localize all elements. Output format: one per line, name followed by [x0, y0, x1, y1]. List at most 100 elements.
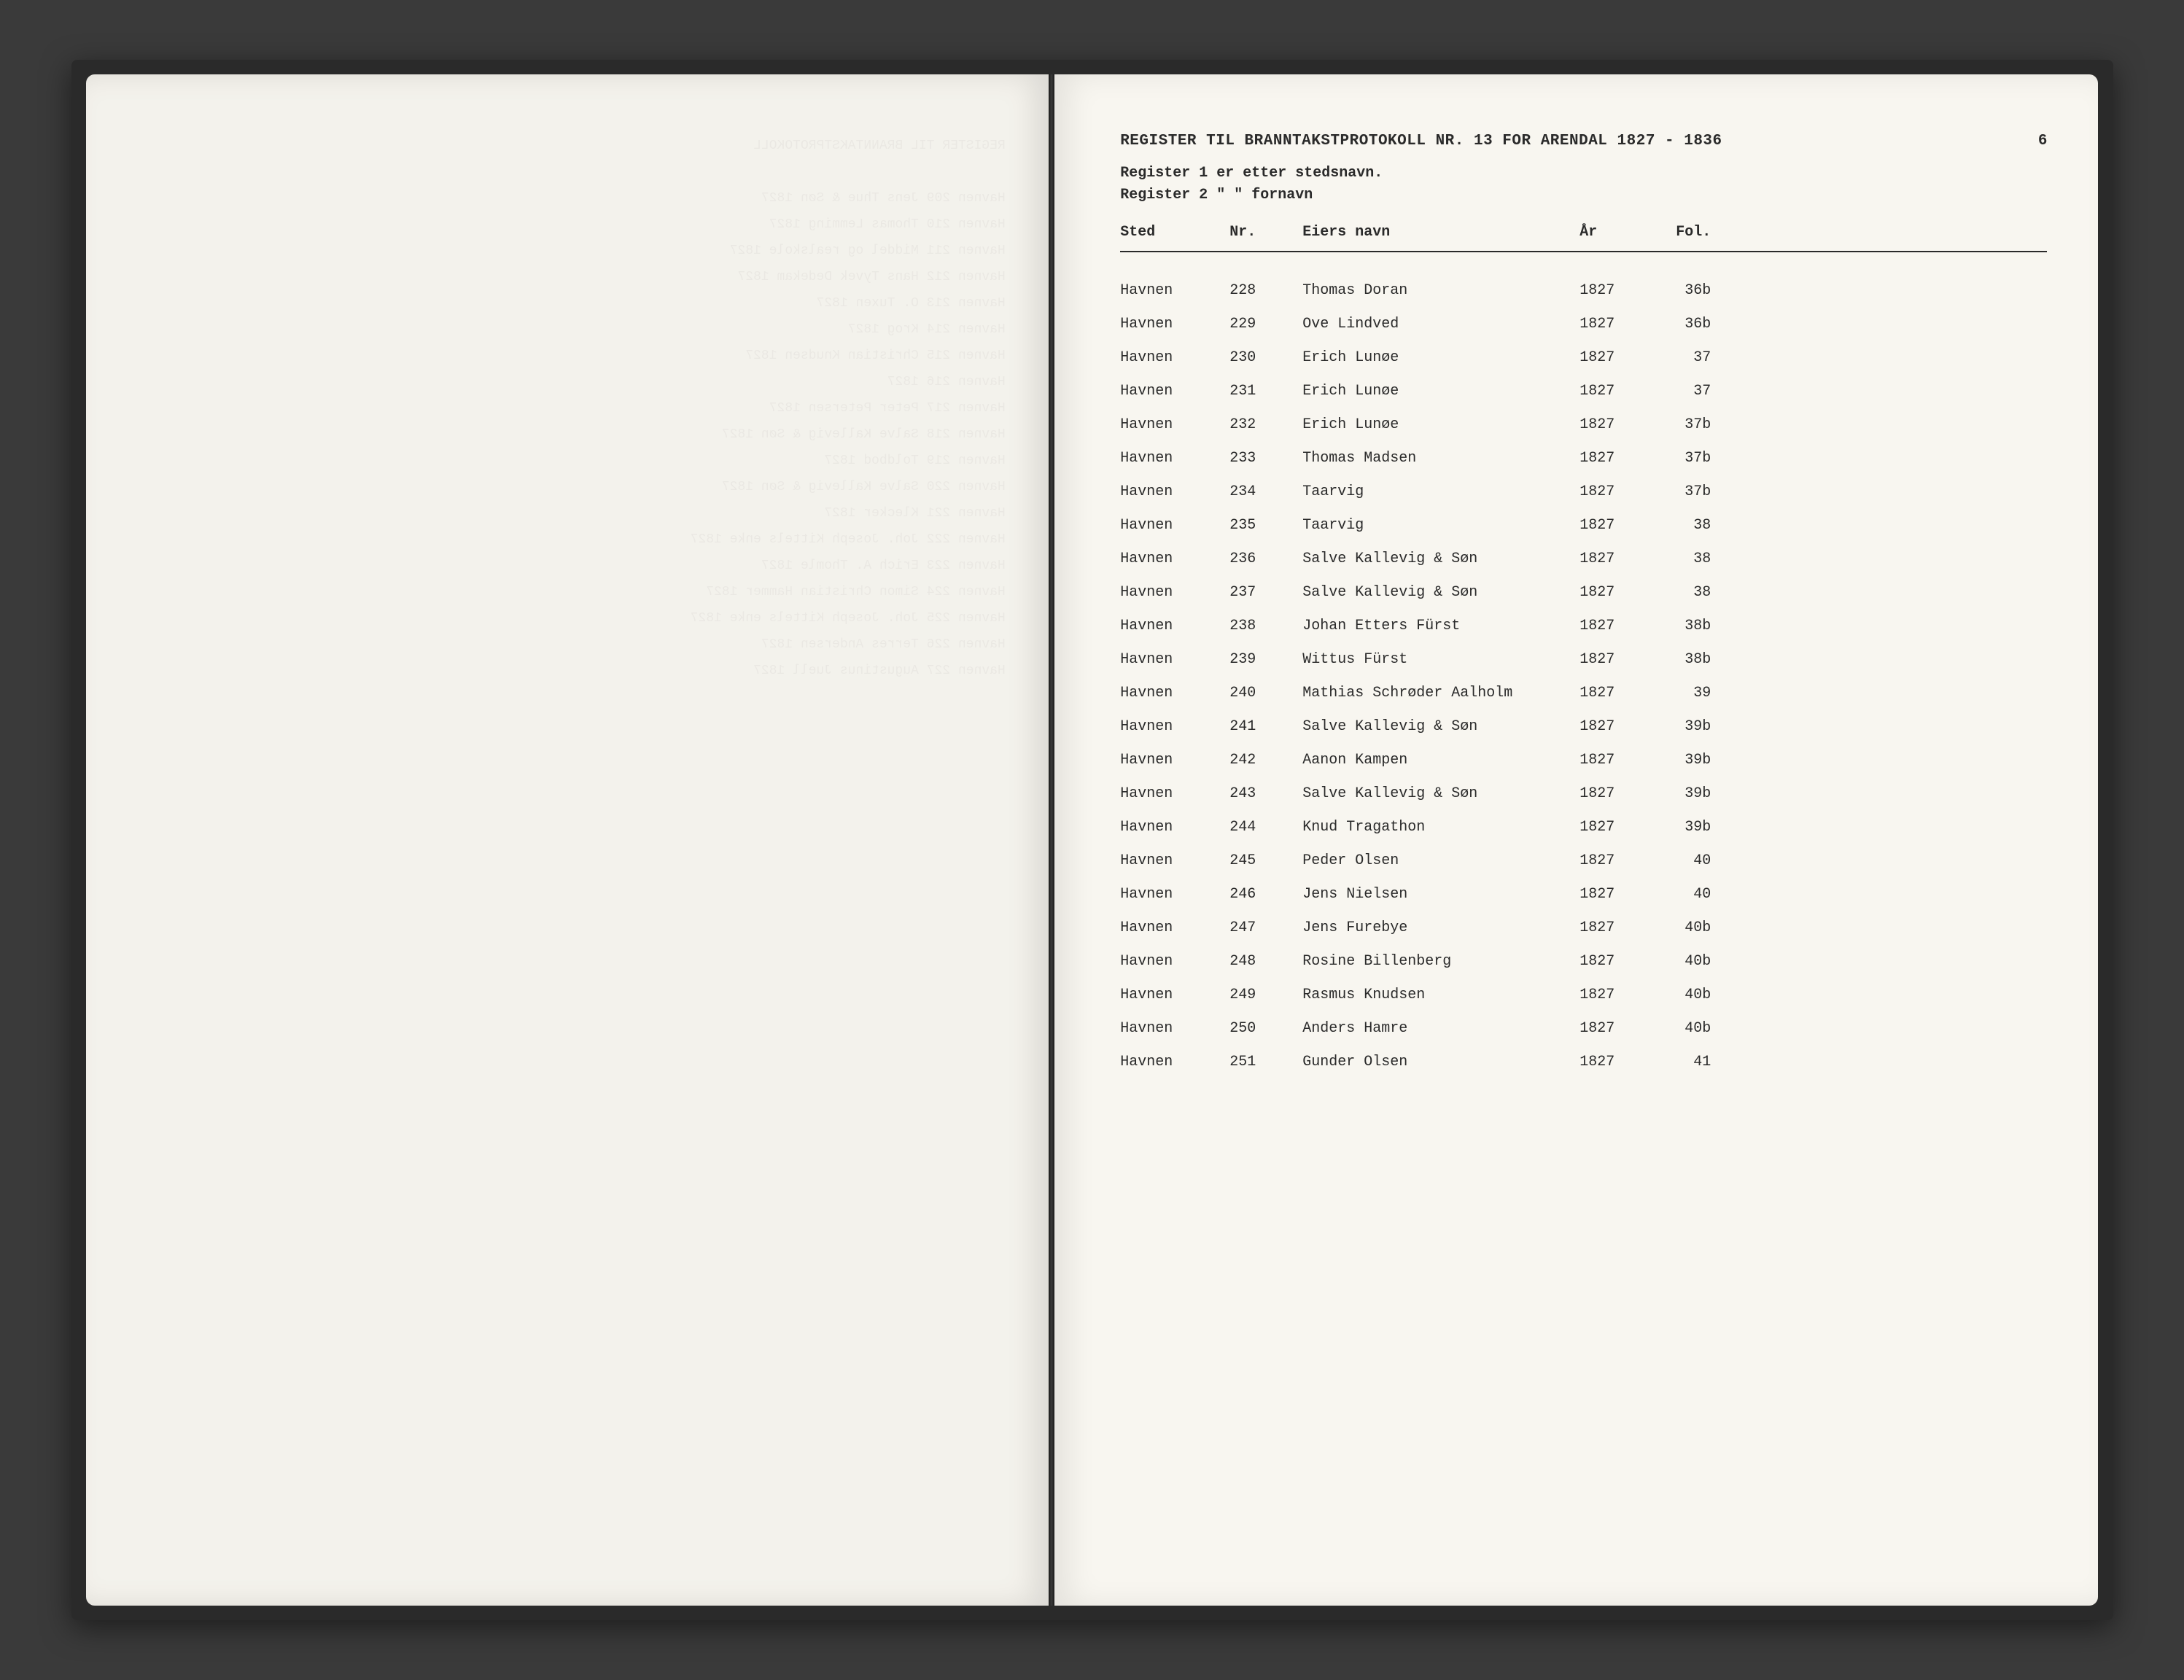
cell-aar: 1827 [1579, 616, 1652, 637]
cell-nr: 249 [1229, 985, 1302, 1006]
table-row: Havnen241Salve Kallevig & Søn182739b [1120, 710, 2047, 744]
cell-fol: 37 [1652, 348, 1711, 368]
cell-sted: Havnen [1120, 918, 1229, 938]
cell-navn: Erich Lunøe [1302, 381, 1579, 402]
cell-navn: Thomas Doran [1302, 281, 1579, 301]
table-row: Havnen242Aanon Kampen182739b [1120, 744, 2047, 777]
subtitle-block: Register 1 er etter stedsnavn. Register … [1120, 163, 2047, 206]
cell-navn: Johan Etters Fürst [1302, 616, 1579, 637]
cell-navn: Mathias Schrøder Aalholm [1302, 683, 1579, 704]
cell-aar: 1827 [1579, 549, 1652, 569]
book-container: REGISTER TIL BRANNTAKSTPROTOKOLL Havnen … [71, 60, 2113, 1620]
cell-fol: 37b [1652, 482, 1711, 502]
cell-nr: 228 [1229, 281, 1302, 301]
cell-aar: 1827 [1579, 1052, 1652, 1073]
cell-aar: 1827 [1579, 784, 1652, 804]
cell-fol: 37b [1652, 415, 1711, 435]
header-divider [1120, 251, 2047, 252]
table-row: Havnen228Thomas Doran182736b [1120, 274, 2047, 308]
cell-navn: Salve Kallevig & Søn [1302, 583, 1579, 603]
table-header-row: Sted Nr. Eiers navn År Fol. [1120, 224, 2047, 245]
cell-fol: 39b [1652, 817, 1711, 838]
cell-aar: 1827 [1579, 851, 1652, 871]
cell-sted: Havnen [1120, 650, 1229, 670]
cell-sted: Havnen [1120, 314, 1229, 335]
table-body: Havnen228Thomas Doran182736bHavnen229Ove… [1120, 274, 2047, 1079]
table-row: Havnen248Rosine Billenberg182740b [1120, 945, 2047, 979]
cell-fol: 39b [1652, 750, 1711, 771]
table-row: Havnen233Thomas Madsen182737b [1120, 442, 2047, 475]
cell-fol: 40b [1652, 952, 1711, 972]
cell-aar: 1827 [1579, 516, 1652, 536]
cell-aar: 1827 [1579, 381, 1652, 402]
cell-navn: Ove Lindved [1302, 314, 1579, 335]
cell-fol: 38 [1652, 516, 1711, 536]
cell-nr: 247 [1229, 918, 1302, 938]
cell-sted: Havnen [1120, 851, 1229, 871]
table-row: Havnen250Anders Hamre182740b [1120, 1012, 2047, 1046]
cell-fol: 40 [1652, 851, 1711, 871]
subtitle-line-1: Register 1 er etter stedsnavn. [1120, 163, 2047, 184]
cell-aar: 1827 [1579, 1019, 1652, 1039]
column-header-aar: År [1579, 224, 1652, 241]
cell-sted: Havnen [1120, 1019, 1229, 1039]
cell-sted: Havnen [1120, 583, 1229, 603]
cell-aar: 1827 [1579, 717, 1652, 737]
cell-navn: Taarvig [1302, 516, 1579, 536]
cell-navn: Anders Hamre [1302, 1019, 1579, 1039]
cell-sted: Havnen [1120, 616, 1229, 637]
cell-navn: Peder Olsen [1302, 851, 1579, 871]
table-row: Havnen231Erich Lunøe182737 [1120, 375, 2047, 408]
cell-sted: Havnen [1120, 952, 1229, 972]
cell-aar: 1827 [1579, 583, 1652, 603]
cell-sted: Havnen [1120, 784, 1229, 804]
cell-fol: 39b [1652, 717, 1711, 737]
cell-nr: 229 [1229, 314, 1302, 335]
cell-fol: 41 [1652, 1052, 1711, 1073]
cell-navn: Aanon Kampen [1302, 750, 1579, 771]
table-row: Havnen247Jens Furebye182740b [1120, 911, 2047, 945]
subtitle-line-2: Register 2 " " fornavn [1120, 184, 2047, 206]
cell-aar: 1827 [1579, 952, 1652, 972]
cell-nr: 237 [1229, 583, 1302, 603]
cell-fol: 36b [1652, 281, 1711, 301]
book-spine [1049, 74, 1054, 1606]
cell-navn: Jens Nielsen [1302, 884, 1579, 905]
cell-nr: 235 [1229, 516, 1302, 536]
cell-sted: Havnen [1120, 1052, 1229, 1073]
cell-sted: Havnen [1120, 516, 1229, 536]
cell-nr: 250 [1229, 1019, 1302, 1039]
table-row: Havnen249Rasmus Knudsen182740b [1120, 979, 2047, 1012]
cell-navn: Erich Lunøe [1302, 415, 1579, 435]
table-row: Havnen234Taarvig182737b [1120, 475, 2047, 509]
cell-aar: 1827 [1579, 482, 1652, 502]
cell-nr: 234 [1229, 482, 1302, 502]
cell-fol: 39b [1652, 784, 1711, 804]
cell-aar: 1827 [1579, 683, 1652, 704]
cell-aar: 1827 [1579, 650, 1652, 670]
table-row: Havnen229Ove Lindved182736b [1120, 308, 2047, 341]
cell-nr: 246 [1229, 884, 1302, 905]
page-number: 6 [2038, 133, 2048, 149]
cell-navn: Salve Kallevig & Søn [1302, 717, 1579, 737]
cell-aar: 1827 [1579, 348, 1652, 368]
table-row: Havnen236Salve Kallevig & Søn182738 [1120, 542, 2047, 576]
cell-navn: Gunder Olsen [1302, 1052, 1579, 1073]
cell-aar: 1827 [1579, 817, 1652, 838]
cell-aar: 1827 [1579, 750, 1652, 771]
table-row: Havnen239Wittus Fürst182738b [1120, 643, 2047, 677]
cell-navn: Wittus Fürst [1302, 650, 1579, 670]
cell-nr: 241 [1229, 717, 1302, 737]
cell-nr: 242 [1229, 750, 1302, 771]
cell-navn: Thomas Madsen [1302, 448, 1579, 469]
table-row: Havnen232Erich Lunøe182737b [1120, 408, 2047, 442]
table-row: Havnen244Knud Tragathon182739b [1120, 811, 2047, 844]
table-row: Havnen245Peder Olsen182740 [1120, 844, 2047, 878]
cell-fol: 39 [1652, 683, 1711, 704]
table-row: Havnen246Jens Nielsen182740 [1120, 878, 2047, 911]
cell-fol: 37 [1652, 381, 1711, 402]
cell-fol: 40b [1652, 985, 1711, 1006]
cell-fol: 40b [1652, 1019, 1711, 1039]
cell-sted: Havnen [1120, 884, 1229, 905]
cell-sted: Havnen [1120, 415, 1229, 435]
